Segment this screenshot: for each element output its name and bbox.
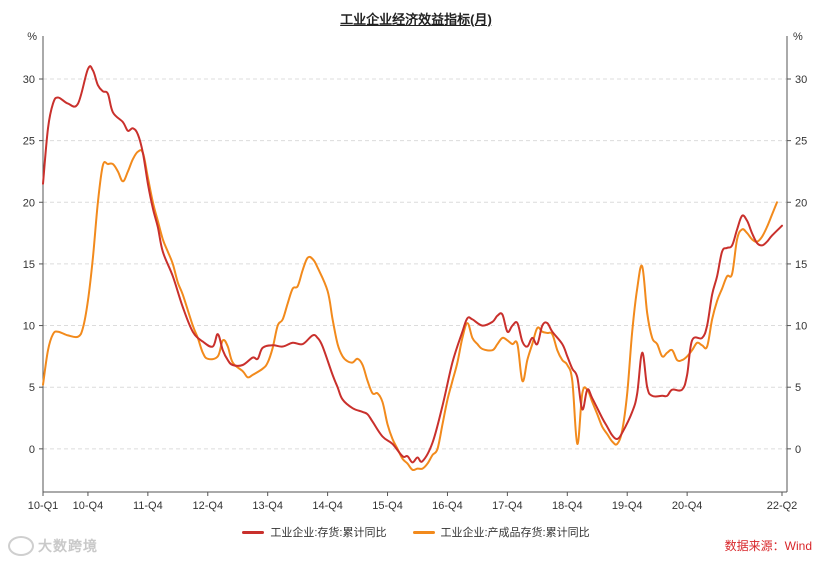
- x-tick-label: 17-Q4: [492, 500, 523, 512]
- y-tick-label-left: 15: [23, 259, 35, 271]
- x-tick-label: 10-Q4: [73, 500, 104, 512]
- x-tick-label: 20-Q4: [672, 500, 703, 512]
- y-tick-label-right: 10: [795, 321, 807, 333]
- legend-item-finished-goods[interactable]: 工业企业:产成品存货:累计同比: [412, 524, 590, 540]
- x-tick-label: 10-Q1: [28, 500, 59, 512]
- x-tick-label: 18-Q4: [552, 500, 583, 512]
- y-tick-label-left: 5: [29, 382, 35, 394]
- x-tick-label: 11-Q4: [133, 500, 163, 512]
- watermark-logo: 大数跨境: [8, 536, 98, 556]
- y-unit-right: %: [793, 31, 803, 43]
- x-tick-label: 15-Q4: [372, 500, 403, 512]
- legend-label-finished-goods: 工业企业:产成品存货:累计同比: [440, 527, 590, 539]
- y-tick-label-left: 30: [23, 74, 35, 86]
- x-tick-label: 22-Q2: [767, 500, 798, 512]
- y-tick-label-right: 15: [795, 259, 807, 271]
- y-unit-left: %: [27, 31, 37, 43]
- x-tick-label: 16-Q4: [432, 500, 463, 512]
- y-tick-label-left: 25: [23, 136, 35, 148]
- legend-label-inventory: 工业企业:存货:累计同比: [270, 527, 387, 539]
- chart-title: 工业企业经济效益指标(月): [340, 12, 492, 27]
- x-tick-label: 14-Q4: [312, 500, 343, 512]
- y-tick-label-right: 20: [795, 197, 807, 209]
- y-tick-label-right: 5: [795, 382, 801, 394]
- legend-swatch-inventory: [242, 530, 265, 534]
- legend-item-inventory[interactable]: 工业企业:存货:累计同比: [242, 524, 387, 540]
- x-tick-label: 13-Q4: [252, 500, 283, 512]
- y-tick-label-right: 0: [795, 444, 801, 456]
- legend-swatch-finished-goods: [412, 530, 435, 534]
- logo-icon: [8, 536, 34, 556]
- series-line-finished-goods: [42, 149, 778, 472]
- x-tick-label: 12-Q4: [192, 500, 223, 512]
- data-source: 数据来源：Wind: [724, 539, 812, 553]
- series-line-inventory: [42, 65, 783, 464]
- x-tick-label: 19-Q4: [612, 500, 643, 512]
- legend: 工业企业:存货:累计同比 工业企业:产成品存货:累计同比: [0, 524, 832, 540]
- watermark-text: 大数跨境: [38, 538, 98, 554]
- y-tick-label-left: 0: [29, 444, 35, 456]
- y-tick-label-right: 25: [795, 136, 807, 148]
- y-tick-label-left: 10: [23, 321, 35, 333]
- y-tick-label-right: 30: [795, 74, 807, 86]
- y-tick-label-left: 20: [23, 197, 35, 209]
